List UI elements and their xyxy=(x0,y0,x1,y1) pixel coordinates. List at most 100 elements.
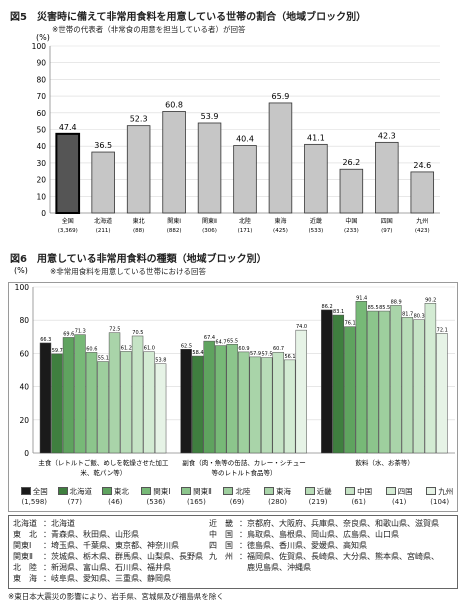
fig6-value-label: 85.5 xyxy=(379,305,390,311)
footnote: ※東日本大震災の影響により、岩手県、宮城県及び福島県を除く xyxy=(8,592,224,601)
fig6-value-label: 57.5 xyxy=(261,352,272,358)
fig5-category-label: 東海 xyxy=(274,217,286,225)
fig5-chart: (%) 0 10 20 30 40 50 60 70 80 90 100 47.4 全国 (3,369) 36… xyxy=(32,33,440,234)
fig6-bar xyxy=(378,310,391,454)
fig5-y-tick: 90 xyxy=(36,59,46,68)
legend-item: 北陸 (69) xyxy=(217,486,258,506)
fig6-bar xyxy=(424,303,437,454)
legend-label: 東海 xyxy=(276,487,292,496)
legend-swatch xyxy=(304,487,315,495)
legend-item: 関東Ⅰ (536) xyxy=(136,486,177,506)
fig5-y-tick: 80 xyxy=(36,75,46,84)
fig5-value-label: 60.8 xyxy=(165,100,183,109)
region-line: 東 北 ：青森県、秋田県、山形県 xyxy=(13,530,213,540)
fig6-bar xyxy=(214,345,227,454)
fig6-bar xyxy=(249,356,261,454)
legend-item: 東海 (280) xyxy=(257,486,298,506)
fig5-category-label: 近畿 xyxy=(310,217,322,225)
fig6-bar xyxy=(62,337,75,454)
fig6-value-label: 83.1 xyxy=(333,309,344,315)
fig5-n-label: (233) xyxy=(344,228,359,234)
fig5-bar xyxy=(304,143,328,214)
fig5-category-label: 北陸 xyxy=(239,217,251,225)
fig6-bar xyxy=(413,319,425,454)
legend-n: (104) xyxy=(430,498,450,506)
fig5-category-label: 関東Ⅱ xyxy=(202,217,217,225)
region-name: 中 国 xyxy=(209,530,233,539)
legend-item: 北海道 (77) xyxy=(55,486,96,506)
legend-n: (69) xyxy=(229,498,245,506)
legend-n: (536) xyxy=(146,498,166,506)
fig6-bar xyxy=(401,317,414,454)
fig6-value-label: 65.5 xyxy=(227,338,238,344)
fig5-y-tick: 60 xyxy=(36,109,46,118)
region-prefectures: ：鳥取県、島根県、岡山県、広島県、山口県 xyxy=(239,530,399,539)
legend-n: (61) xyxy=(351,498,366,506)
region-line: 近 畿 ：京都府、大阪府、兵庫県、奈良県、和歌山県、滋賀県 xyxy=(209,519,455,529)
fig6-bar xyxy=(131,335,144,454)
fig6-value-label: 81.7 xyxy=(402,311,413,317)
fig6-value-label: 53.8 xyxy=(155,358,166,364)
fig6-value-label: 64.7 xyxy=(215,340,226,346)
fig6-value-label: 67.4 xyxy=(204,335,215,341)
legend-swatch xyxy=(385,487,396,495)
legend-label: 北海道 xyxy=(69,487,93,496)
region-line: 四 国 ：徳島県、香川県、愛媛県、高知県 xyxy=(209,541,455,551)
fig5-value-label: 52.3 xyxy=(130,115,148,124)
fig6-value-label: 69.6 xyxy=(63,331,74,337)
legend-n: (41) xyxy=(391,498,407,506)
legend-n: (165) xyxy=(187,498,206,506)
fig5-category-label: 四国 xyxy=(381,218,393,225)
region-prefectures: ：新潟県、富山県、石川県、福井県 xyxy=(43,563,171,572)
fig6-value-label: 76.1 xyxy=(345,321,356,327)
fig6-category-label: 飲料（水、お茶等） xyxy=(355,458,414,467)
fig6-bar xyxy=(344,326,356,454)
legend-label: 全国 xyxy=(32,487,48,496)
fig5-y-tick: 70 xyxy=(36,92,46,101)
fig5-category-label: 中国 xyxy=(345,217,357,225)
fig6-value-label: 55.1 xyxy=(98,356,109,362)
fig6-category-label: 副食（肉・魚等の缶詰、カレー・シチュー xyxy=(182,458,306,467)
region-name: 関東Ⅱ xyxy=(13,552,33,561)
fig5-value-label: 26.2 xyxy=(342,158,360,167)
legend-swatch xyxy=(141,487,152,495)
fig6-bar xyxy=(295,329,307,454)
fig6-bar xyxy=(97,361,109,454)
fig6-bar xyxy=(143,351,155,454)
region-prefectures: ：青森県、秋田県、山形県 xyxy=(43,530,139,539)
fig6-bar xyxy=(85,352,98,454)
fig6-value-label: 58.4 xyxy=(192,350,203,356)
legend-n: (219) xyxy=(308,498,328,506)
fig5-category-label: 東北 xyxy=(133,217,145,225)
fig6-value-label: 70.5 xyxy=(132,330,143,336)
fig5-n-label: (425) xyxy=(273,228,288,234)
fig5-n-label: (882) xyxy=(167,228,182,234)
fig6-y-tick: 80 xyxy=(19,316,29,325)
fig5-n-label: (306) xyxy=(202,228,217,234)
region-line: 中 国 ：鳥取県、島根県、岡山県、広島県、山口県 xyxy=(209,530,455,540)
legend-n: (1,598) xyxy=(21,498,48,506)
legend-item: 九州 (104) xyxy=(419,486,460,506)
fig6-frame xyxy=(8,282,458,512)
region-name: 九 州 xyxy=(209,552,233,561)
region-name: 北 陸 xyxy=(13,563,37,572)
fig6-value-label: 60.6 xyxy=(86,346,97,352)
fig5-value-label: 47.4 xyxy=(59,123,77,132)
fig6-bar xyxy=(355,301,368,454)
legend-label: 九州 xyxy=(438,487,454,496)
region-prefectures: ：北海道 xyxy=(43,519,75,528)
fig6-value-label: 71.3 xyxy=(75,329,86,335)
legend-item: 東北 (46) xyxy=(95,486,136,506)
fig5-value-label: 40.4 xyxy=(236,135,254,144)
fig6-bar xyxy=(154,363,167,454)
fig5-value-label: 24.6 xyxy=(413,161,431,170)
fig6-value-label: 59.7 xyxy=(52,348,63,354)
fig6-value-label: 60.9 xyxy=(238,346,249,352)
fig5-n-label: (97) xyxy=(381,228,392,234)
fig6-value-label: 86.2 xyxy=(322,304,333,310)
legend-n: (77) xyxy=(67,498,82,506)
legend-label: 東北 xyxy=(113,487,129,496)
fig6-bar xyxy=(51,353,63,454)
region-prefectures: ：埼玉県、千葉県、東京都、神奈川県 xyxy=(43,541,179,550)
fig6-bar xyxy=(390,305,402,454)
